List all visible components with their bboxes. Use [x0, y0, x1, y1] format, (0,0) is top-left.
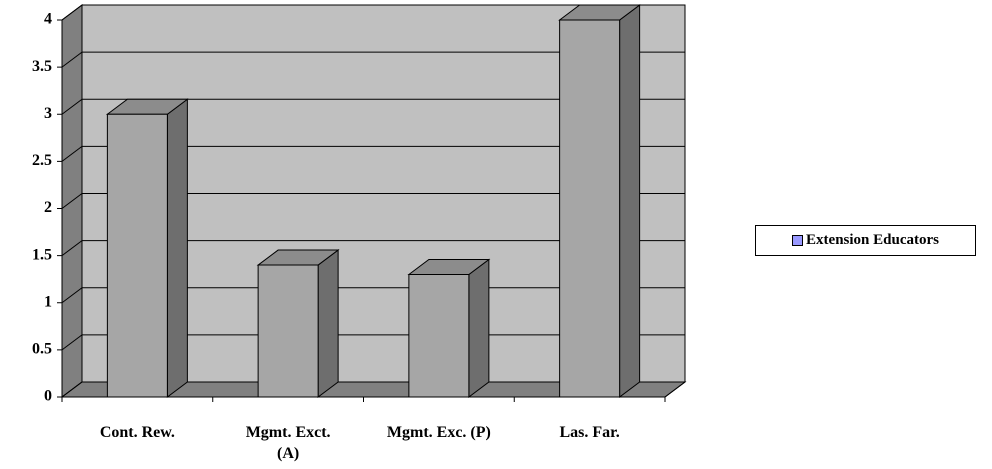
y-tick-label: 0	[44, 388, 52, 405]
side-grid-line	[61, 381, 83, 398]
y-tick-label: 1.5	[32, 246, 52, 263]
legend-swatch	[792, 235, 804, 246]
bar-side	[166, 98, 188, 398]
x-tick-label: Las. Far.	[559, 424, 620, 441]
bar-front	[559, 19, 621, 398]
x-tick-label: Mgmt. Exct. (A)	[245, 424, 331, 462]
side-grid-line	[61, 51, 83, 68]
y-tick-label: 1	[44, 293, 52, 310]
side-grid-line	[61, 287, 83, 304]
x-axis-depth	[664, 381, 686, 398]
legend-label: Extension Educators	[806, 232, 939, 248]
bar-side	[468, 258, 490, 398]
bar-front	[106, 113, 168, 398]
y-tick-label: 4	[44, 11, 52, 28]
side-grid-line	[61, 4, 83, 21]
bar-front	[257, 264, 319, 398]
side-grid-line	[61, 240, 83, 257]
bar	[256, 249, 340, 398]
bar	[558, 4, 642, 398]
x-tick-label: Mgmt. Exc. (P)	[386, 424, 491, 441]
bar-side	[619, 4, 641, 398]
y-tick-label: 3.5	[32, 58, 52, 75]
y-tick-label: 3	[44, 105, 52, 122]
bar	[105, 98, 189, 398]
side-grid-line	[61, 334, 83, 351]
side-grid-line	[61, 145, 83, 162]
side-grid-line	[61, 193, 83, 209]
bar	[407, 258, 491, 398]
y-tick-label: 0.5	[32, 341, 52, 358]
bar-side	[317, 249, 339, 398]
y-tick-label: 2	[44, 199, 52, 216]
y-tick-label: 2.5	[32, 152, 52, 169]
side-grid-line	[61, 98, 83, 115]
x-tick-label: Cont. Rew.	[99, 424, 175, 441]
legend: Extension Educators	[755, 225, 976, 256]
bar-front	[408, 273, 470, 398]
